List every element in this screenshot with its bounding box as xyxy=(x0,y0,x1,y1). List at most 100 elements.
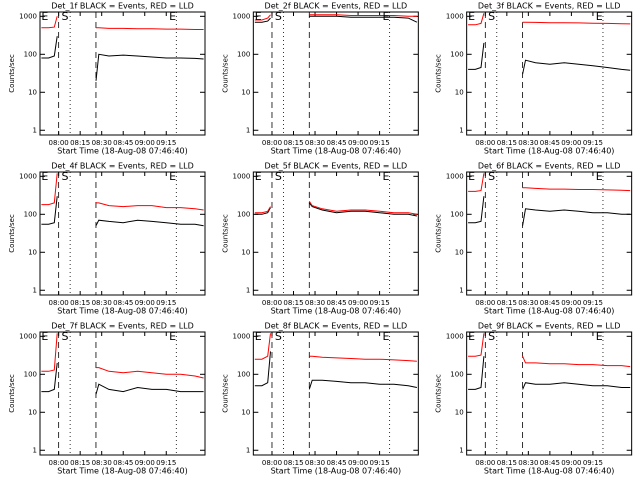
series-line xyxy=(41,362,204,395)
chart-title: Det_5f BLACK = Events, RED = LLD xyxy=(265,162,408,171)
y-tick-label: 100 xyxy=(237,50,250,58)
x-axis-label: Start Time (18-Aug-08 07:46:40) xyxy=(57,467,188,476)
annotation: E xyxy=(255,330,262,343)
x-tick-label: 08:15 xyxy=(283,139,303,147)
series-line xyxy=(41,196,204,227)
series-line xyxy=(41,16,204,30)
plot-frame xyxy=(466,11,633,136)
x-tick-label: 08:45 xyxy=(113,139,133,147)
panel: Det_7f BLACK = Events, RED = LLD Start Ti… xyxy=(8,322,206,476)
y-tick-label: 1 xyxy=(246,286,250,294)
annotation: E xyxy=(382,170,389,183)
series-line xyxy=(468,333,631,368)
x-tick-label: 08:30 xyxy=(518,459,538,467)
series-line xyxy=(468,13,631,26)
x-tick-label: 08:15 xyxy=(70,139,90,147)
panel: Det_9f BLACK = Events, RED = LLD Start Ti… xyxy=(435,322,633,476)
x-tick-label: 08:15 xyxy=(497,459,517,467)
annotation: E xyxy=(41,170,48,183)
chart-title: Det_2f BLACK = Events, RED = LLD xyxy=(265,2,408,11)
x-tick-label: 08:00 xyxy=(49,139,69,147)
y-tick-label: 1000 xyxy=(19,12,37,20)
x-tick-label: 08:45 xyxy=(540,139,560,147)
y-tick-label: 1000 xyxy=(446,172,464,180)
panel: Det_6f BLACK = Events, RED = LLD Start Ti… xyxy=(435,162,633,316)
annotation: E xyxy=(382,10,389,23)
y-tick-label: 10 xyxy=(28,408,37,416)
annotation: S xyxy=(62,10,69,23)
series-line xyxy=(468,196,631,226)
x-tick-label: 09:15 xyxy=(369,139,389,147)
y-tick-label: 1 xyxy=(246,126,250,134)
panel: Det_2f BLACK = Events, RED = LLD Start Ti… xyxy=(221,2,419,156)
panel: Det_4f BLACK = Events, RED = LLD Start Ti… xyxy=(8,162,206,316)
y-axis-label: Counts/sec xyxy=(221,374,229,413)
x-tick-label: 08:45 xyxy=(113,299,133,307)
x-tick-label: 08:30 xyxy=(305,139,325,147)
annotation: E xyxy=(468,330,475,343)
panel: Det_8f BLACK = Events, RED = LLD Start Ti… xyxy=(221,322,419,476)
x-tick-label: 09:00 xyxy=(561,299,581,307)
series-line xyxy=(41,36,204,81)
series-line xyxy=(468,356,631,390)
x-axis-label: Start Time (18-Aug-08 07:46:40) xyxy=(57,147,188,156)
annotation: E xyxy=(41,330,48,343)
annotation: S xyxy=(275,330,282,343)
y-tick-label: 100 xyxy=(24,370,37,378)
x-tick-label: 08:00 xyxy=(262,299,282,307)
y-tick-label: 1 xyxy=(33,126,37,134)
x-tick-label: 08:00 xyxy=(262,459,282,467)
x-tick-label: 08:00 xyxy=(49,459,69,467)
x-tick-label: 08:00 xyxy=(475,459,495,467)
x-axis-label: Start Time (18-Aug-08 07:46:40) xyxy=(271,467,402,476)
annotation: E xyxy=(169,330,176,343)
y-tick-label: 100 xyxy=(450,210,463,218)
x-tick-label: 08:15 xyxy=(70,299,90,307)
series-line xyxy=(254,14,417,21)
plot-frame xyxy=(466,171,633,296)
plot-frame xyxy=(252,331,419,456)
annotation: E xyxy=(169,170,176,183)
series-line xyxy=(254,333,417,362)
plot-frame xyxy=(252,171,419,296)
y-tick-label: 1000 xyxy=(446,12,464,20)
chart-title: Det_7f BLACK = Events, RED = LLD xyxy=(51,322,194,331)
x-tick-label: 08:30 xyxy=(92,299,112,307)
y-tick-label: 100 xyxy=(237,210,250,218)
y-tick-label: 10 xyxy=(455,248,464,256)
y-tick-label: 1000 xyxy=(19,172,37,180)
y-axis-label: Counts/sec xyxy=(435,54,443,93)
annotation: E xyxy=(468,10,475,23)
y-tick-label: 1 xyxy=(33,446,37,454)
x-tick-label: 08:30 xyxy=(518,139,538,147)
y-tick-label: 1000 xyxy=(19,332,37,340)
series-line xyxy=(468,173,631,192)
x-tick-label: 08:30 xyxy=(305,459,325,467)
x-tick-label: 08:15 xyxy=(283,299,303,307)
x-tick-label: 09:00 xyxy=(348,299,368,307)
y-tick-label: 1000 xyxy=(233,332,251,340)
y-tick-label: 1 xyxy=(246,446,250,454)
y-tick-label: 1 xyxy=(459,126,463,134)
x-tick-label: 09:00 xyxy=(348,139,368,147)
y-tick-label: 10 xyxy=(241,248,250,256)
x-tick-label: 09:00 xyxy=(135,459,155,467)
y-axis-label: Counts/sec xyxy=(435,214,443,253)
x-tick-label: 08:15 xyxy=(497,139,517,147)
annotation: E xyxy=(255,10,262,23)
y-tick-label: 10 xyxy=(28,88,37,96)
y-axis-label: Counts/sec xyxy=(221,214,229,253)
x-tick-label: 08:45 xyxy=(113,459,133,467)
panel: Det_5f BLACK = Events, RED = LLD Start Ti… xyxy=(221,162,419,316)
annotation: S xyxy=(62,330,69,343)
plot-frame xyxy=(39,331,206,456)
x-tick-label: 09:00 xyxy=(561,459,581,467)
annotation: E xyxy=(255,170,262,183)
x-axis-label: Start Time (18-Aug-08 07:46:40) xyxy=(484,147,615,156)
annotation: S xyxy=(275,170,282,183)
plot-frame xyxy=(252,11,419,136)
y-tick-label: 100 xyxy=(24,50,37,58)
x-axis-label: Start Time (18-Aug-08 07:46:40) xyxy=(484,307,615,316)
